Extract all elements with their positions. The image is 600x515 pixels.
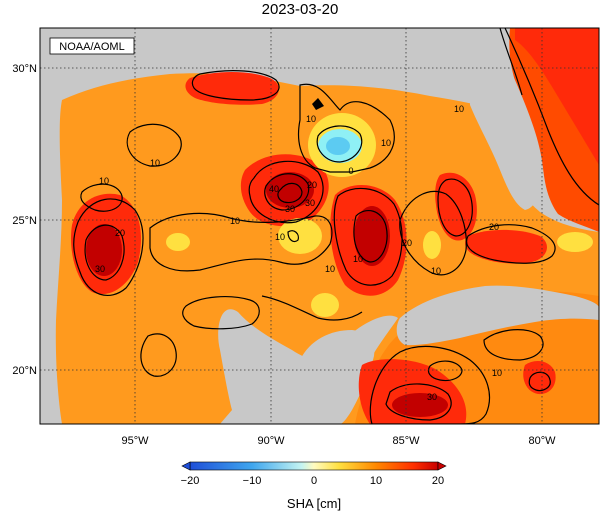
contour-label: 10	[275, 232, 285, 242]
colorbar-tick: 10	[370, 475, 382, 487]
contour-label: 10	[454, 104, 464, 114]
colorbar-tick: 0	[311, 475, 317, 487]
colorbar-label: SHA [cm]	[286, 496, 342, 511]
contour-label: 10	[431, 266, 441, 276]
colorbar-tick: −20	[181, 475, 200, 487]
colorbar-high-arrow	[437, 461, 447, 471]
contour-lines	[73, 28, 599, 424]
colorbar-tick: −10	[243, 475, 262, 487]
colorbar-bar	[189, 461, 439, 471]
cuba-land	[396, 285, 599, 346]
florida-land	[470, 28, 541, 210]
credit-label: NOAA/AOML	[59, 41, 124, 53]
contour-label: 10	[325, 264, 335, 274]
contour-label: 20	[115, 228, 125, 238]
lon-label: 85°W	[392, 435, 420, 447]
contour-label: 20	[402, 238, 412, 248]
contour-label: 30	[285, 204, 295, 214]
lat-label: 30°N	[12, 63, 37, 75]
lon-label: 80°W	[528, 435, 556, 447]
contour-label: 40	[269, 184, 279, 194]
contour-label: 30	[95, 264, 105, 274]
contour-label: 10	[150, 158, 160, 168]
yucatan-land	[270, 330, 375, 424]
location-marker	[312, 98, 324, 110]
contour-label: 20	[489, 222, 499, 232]
contour-label: 10	[492, 368, 502, 378]
contour-label: 10	[99, 176, 109, 186]
contour-label: 0	[348, 166, 353, 176]
contour-label: 10	[381, 138, 391, 148]
lat-label: 25°N	[12, 215, 37, 227]
lon-label: 90°W	[257, 435, 285, 447]
contour-value-labels: 10 10 10 10 20 30 10 30 40 30 20 10 0 10…	[95, 104, 502, 402]
colorbar-tick: 20	[432, 475, 444, 487]
very-high-cores	[86, 172, 448, 417]
contour-label: 20	[307, 180, 317, 190]
map-title: 2023-03-20	[261, 1, 339, 18]
longitude-labels: 95°W 90°W 85°W 80°W	[121, 435, 556, 447]
contour-label: 10	[353, 254, 363, 264]
lon-label: 95°W	[121, 435, 149, 447]
contour-label: 30	[427, 392, 437, 402]
contour-label: 10	[306, 114, 316, 124]
graticule	[40, 28, 599, 424]
colorbar-low-arrow	[181, 461, 191, 471]
contour-label: 10	[230, 216, 240, 226]
map-frame	[39, 27, 600, 425]
latitude-labels: 30°N 25°N 20°N	[12, 63, 37, 377]
negative-anomaly-core	[326, 137, 350, 155]
lat-label: 20°N	[12, 365, 37, 377]
contour-label: 30	[305, 198, 315, 208]
credit-box	[49, 37, 135, 55]
colorbar: −20 −10 0 10 20	[181, 461, 447, 487]
